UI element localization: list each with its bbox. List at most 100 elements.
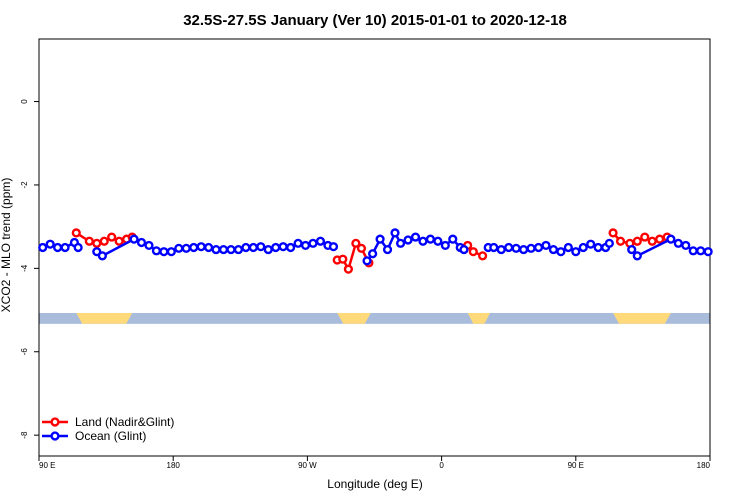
data-point: [351, 238, 361, 248]
data-point: [99, 236, 109, 246]
chart-title: 32.5S-27.5S January (Ver 10) 2015-01-01 …: [183, 12, 567, 29]
data-point: [673, 238, 683, 248]
data-point: [343, 264, 354, 274]
data-point: [300, 240, 311, 251]
data-point: [38, 242, 48, 253]
data-point: [478, 251, 488, 261]
data-point: [271, 242, 281, 253]
data-point: [263, 244, 273, 255]
data-point: [226, 244, 236, 255]
data-point: [241, 242, 251, 253]
legend-marker: [50, 431, 60, 441]
data-point: [593, 242, 603, 253]
data-point: [468, 247, 478, 257]
data-point: [578, 242, 588, 253]
data-point: [356, 243, 367, 253]
data-point: [666, 234, 676, 244]
data-point: [655, 234, 665, 244]
data-point: [696, 246, 706, 256]
data-point: [181, 243, 191, 253]
land-band-segment: [467, 312, 491, 324]
data-point: [129, 234, 139, 244]
data-point: [541, 240, 551, 251]
data-point: [608, 228, 618, 238]
data-point: [615, 236, 626, 246]
data-point: [278, 242, 288, 252]
data-point: [293, 238, 303, 248]
data-point: [328, 242, 339, 252]
data-point: [556, 247, 566, 257]
land-band-segment: [76, 312, 133, 324]
data-point: [395, 238, 406, 248]
data-point: [136, 237, 147, 248]
data-point: [681, 240, 691, 251]
data-point: [92, 238, 102, 248]
data-point: [71, 228, 81, 238]
x-tick-label: 0: [439, 461, 444, 470]
legend-label: Ocean (Glint): [75, 429, 146, 443]
y-tick-label: -6: [20, 348, 29, 356]
data-point: [548, 244, 559, 255]
plot-area: 90 E 180 90 W 0 90 E 180 0 -2 -4 -6 -8: [20, 38, 713, 470]
x-axis-label: Longitude (deg E): [327, 477, 422, 491]
data-point: [204, 242, 214, 253]
data-point: [571, 247, 581, 257]
data-point: [196, 242, 206, 252]
data-point: [604, 238, 614, 248]
data-point: [425, 234, 436, 244]
data-point: [73, 242, 83, 253]
data-point: [433, 236, 443, 246]
data-point: [703, 247, 713, 257]
data-point: [375, 234, 385, 244]
data-point: [84, 236, 94, 246]
y-axis-label: XCO2 - MLO trend (ppm): [0, 178, 13, 313]
data-point: [151, 246, 162, 256]
data-point: [526, 243, 536, 253]
data-point: [519, 244, 529, 255]
data-point: [362, 256, 372, 266]
data-point: [504, 242, 514, 253]
data-point: [174, 243, 184, 253]
data-point: [640, 232, 650, 242]
data-point: [218, 244, 229, 255]
data-point: [627, 244, 637, 255]
data-point: [114, 236, 124, 246]
data-point: [256, 242, 266, 252]
data-point: [440, 240, 450, 251]
ocean-band: [39, 312, 710, 324]
data-point: [403, 235, 413, 245]
data-point: [211, 244, 221, 255]
data-point: [448, 234, 458, 244]
data-point: [286, 242, 296, 253]
data-point: [315, 236, 326, 246]
data-point: [382, 244, 393, 255]
data-point: [159, 247, 169, 257]
data-point: [459, 244, 469, 255]
data-point: [189, 242, 199, 253]
data-point: [496, 244, 506, 255]
x-tick-label: 90 E: [39, 461, 55, 470]
data-point: [53, 242, 63, 253]
legend: Land (Nadir&Glint)Ocean (Glint): [42, 415, 174, 443]
data-point: [107, 232, 117, 242]
data-point: [410, 232, 421, 242]
data-point: [647, 236, 657, 246]
data-point: [418, 236, 428, 246]
data-point: [45, 239, 55, 249]
data-point: [632, 251, 642, 261]
data-point: [489, 242, 499, 253]
y-tick-label: 0: [20, 99, 29, 104]
data-point: [390, 228, 400, 238]
y-tick-label: -8: [20, 431, 29, 439]
data-point: [166, 247, 176, 257]
land-band-segment: [613, 312, 671, 324]
x-tick-label: 180: [167, 461, 181, 470]
data-point: [533, 242, 544, 253]
data-point: [563, 242, 573, 253]
data-point: [233, 244, 244, 255]
x-tick-label: 90 W: [298, 461, 317, 470]
land-band-segment: [337, 312, 371, 324]
data-point: [586, 239, 596, 249]
data-point: [60, 242, 70, 253]
